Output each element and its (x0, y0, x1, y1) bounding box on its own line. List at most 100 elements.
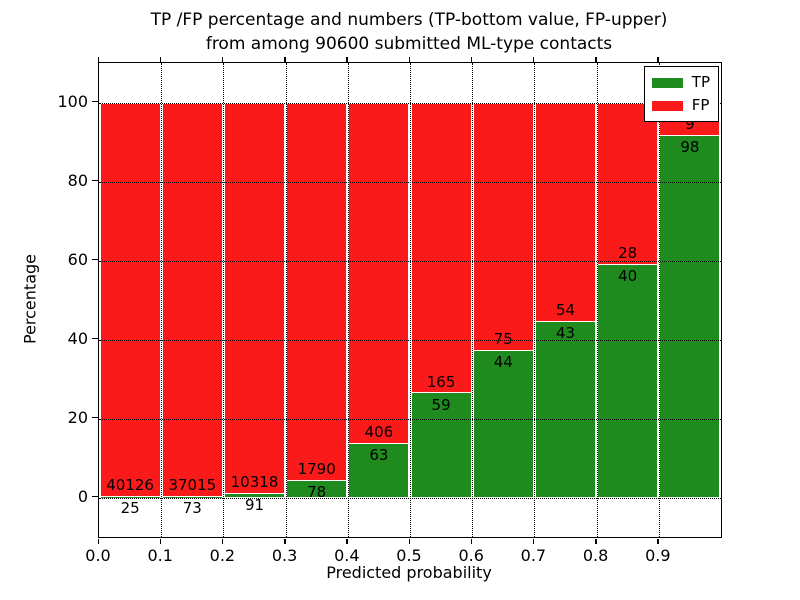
bar-segment-fp (598, 102, 658, 266)
chart-title-line1: TP /FP percentage and numbers (TP-bottom… (150, 10, 668, 30)
tp-count-label: 78 (307, 483, 327, 501)
x-axis-tick-top (346, 57, 348, 62)
y-tick-label: 100 (57, 91, 88, 111)
grid-line-horizontal (99, 339, 721, 341)
fp-count-label: 406 (364, 423, 394, 442)
x-axis-tick (284, 539, 286, 544)
tp-count-label: 63 (369, 446, 389, 465)
x-tick-label: 0.2 (209, 546, 236, 565)
x-axis-tick (595, 539, 597, 544)
grid-line-vertical (534, 63, 536, 537)
bar-segment-tp (473, 351, 533, 498)
fp-count-label: 28 (618, 244, 638, 263)
x-tick-label: 0.1 (147, 546, 173, 565)
legend: TP FP (643, 66, 719, 122)
tp-count-label: 44 (493, 353, 513, 372)
x-tick-label: 0.9 (645, 546, 671, 565)
bar-segment-fp (224, 102, 285, 495)
bar-segment-tp (287, 481, 347, 498)
bar-segment-tp (660, 135, 720, 498)
legend-label-tp: TP (691, 73, 710, 91)
bar-segment-fp (473, 102, 533, 352)
legend-entry-fp: FP (651, 94, 710, 117)
x-axis-tick-top (408, 57, 410, 62)
fp-count-label: 10318 (230, 473, 279, 491)
grid-line-vertical (161, 63, 163, 537)
x-axis-tick (657, 539, 659, 544)
x-axis-tick-top (470, 57, 473, 62)
bar-segment-fp (162, 102, 222, 497)
grid-line-vertical (472, 63, 474, 537)
fp-count-label: 37015 (168, 475, 217, 494)
y-tick-label: 40 (67, 328, 88, 348)
tp-count-label: 59 (431, 395, 451, 414)
grid-line-vertical (410, 63, 411, 537)
y-tick-label: 80 (67, 170, 88, 190)
x-axis-tick (159, 539, 162, 544)
fp-count-label: 40126 (106, 476, 154, 495)
grid-line-vertical (596, 63, 598, 537)
fp-count-label: 9 (685, 114, 695, 133)
bar-segment-fp (100, 102, 160, 498)
x-axis-label: Predicted probability (326, 563, 492, 582)
fp-count-label: 165 (426, 372, 456, 391)
y-tick-label: 60 (67, 249, 88, 269)
bar-segment-fp (411, 102, 471, 394)
x-tick-label: 0.8 (582, 546, 609, 565)
bar-segment-tp (224, 494, 285, 498)
x-axis-tick-top (97, 57, 99, 62)
y-axis-label: Percentage (20, 253, 40, 345)
x-axis-tick (408, 539, 410, 544)
grid-line-vertical (347, 63, 349, 537)
x-axis-tick-top (221, 57, 224, 62)
y-tick-label: 0 (77, 486, 88, 506)
x-axis-tick-top (657, 57, 659, 62)
grid-line-horizontal (99, 418, 721, 420)
bar-segment-tp (349, 444, 409, 498)
x-tick-label: 0.7 (520, 546, 547, 565)
y-axis-tick (92, 416, 98, 419)
grid-line-horizontal (99, 102, 721, 104)
grid-line-vertical (658, 63, 660, 537)
tp-count-label: 73 (182, 498, 202, 517)
tp-count-label: 43 (555, 324, 576, 343)
chart-title: TP /FP percentage and numbers (TP-bottom… (98, 8, 720, 56)
y-axis-tick (92, 100, 98, 103)
x-tick-label: 0.5 (396, 546, 422, 565)
legend-swatch-fp (651, 100, 683, 111)
bar-segment-fp (349, 102, 409, 445)
legend-label-fp: FP (691, 96, 710, 114)
x-axis-tick (97, 539, 99, 544)
y-axis-tick (92, 495, 98, 498)
fp-count-label: 1790 (297, 460, 336, 478)
chart-title-line2: from among 90600 submitted ML-type conta… (205, 34, 613, 54)
fp-count-label: 75 (493, 330, 513, 349)
x-tick-label: 0.0 (85, 546, 111, 565)
x-axis-tick (532, 539, 535, 544)
tp-count-label: 98 (680, 137, 700, 156)
grid-line-vertical (223, 63, 225, 537)
y-tick-label: 20 (67, 407, 88, 427)
fp-count-label: 54 (555, 301, 576, 320)
x-axis-tick-top (595, 57, 597, 62)
grid-line-horizontal (99, 181, 721, 183)
tp-count-label: 91 (244, 496, 265, 514)
y-axis-tick (92, 337, 98, 340)
x-tick-label: 0.6 (458, 546, 484, 565)
x-tick-label: 0.4 (334, 546, 360, 565)
y-axis-tick (92, 179, 98, 182)
tp-count-label: 25 (120, 499, 140, 518)
x-axis-tick (221, 539, 224, 544)
bar-segment-fp (287, 102, 347, 481)
x-tick-label: 0.3 (271, 546, 298, 565)
legend-entry-tp: TP (651, 71, 710, 94)
x-axis-tick-top (532, 57, 535, 62)
bar-segment-tp (535, 322, 596, 498)
bar-segment-tp (411, 393, 471, 498)
bar-segment-tp (598, 265, 658, 498)
plot-area: TP FP 40126 25 37015 73 10318 91 1790 78 406 63 165… (98, 62, 722, 538)
grid-line-horizontal (99, 260, 721, 262)
grid-line-horizontal (99, 497, 721, 499)
bar-segment-tp (162, 496, 222, 498)
